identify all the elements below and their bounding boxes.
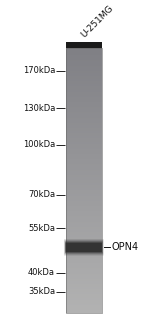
Text: 170kDa: 170kDa <box>23 66 55 75</box>
FancyBboxPatch shape <box>66 243 102 252</box>
FancyBboxPatch shape <box>65 241 103 253</box>
Bar <box>66 43 102 48</box>
FancyBboxPatch shape <box>64 240 103 255</box>
Text: 35kDa: 35kDa <box>28 287 55 296</box>
Bar <box>66 48 102 313</box>
Text: 100kDa: 100kDa <box>23 140 55 149</box>
Text: U-251MG: U-251MG <box>79 4 115 39</box>
Text: 55kDa: 55kDa <box>28 224 55 233</box>
Text: 70kDa: 70kDa <box>28 190 55 199</box>
Text: 40kDa: 40kDa <box>28 268 55 277</box>
FancyBboxPatch shape <box>64 239 104 256</box>
Text: 130kDa: 130kDa <box>23 104 55 113</box>
Text: OPN4: OPN4 <box>111 242 138 252</box>
